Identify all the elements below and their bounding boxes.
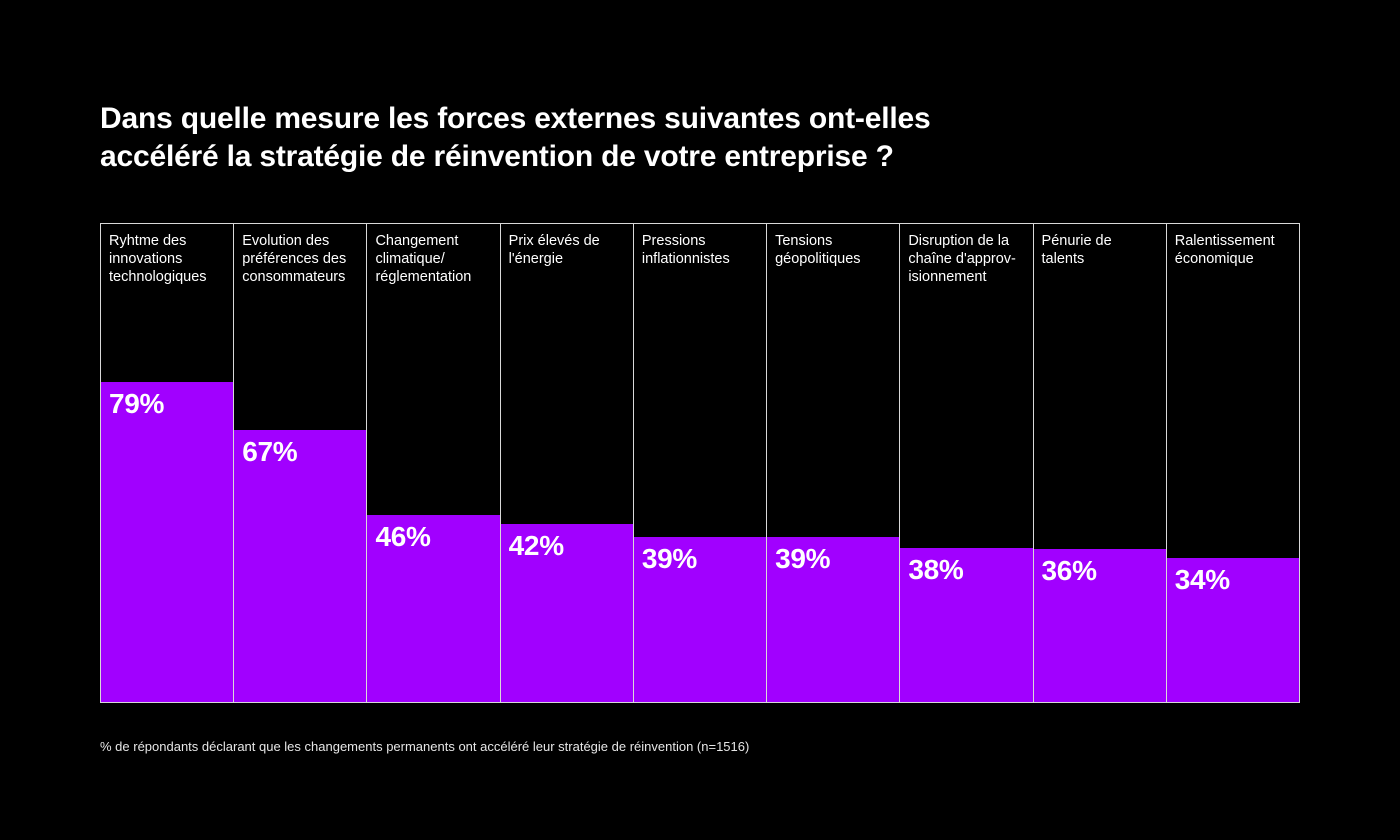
column-header: Pénurie de talents bbox=[1034, 223, 1166, 278]
bar-value-label: 79% bbox=[109, 388, 164, 420]
chart-column: Pénurie de talents 36% bbox=[1034, 223, 1167, 702]
bar-value-label: 39% bbox=[775, 543, 830, 575]
bar: 79% bbox=[101, 382, 233, 702]
column-header: Ryhtme des innovations technologiques bbox=[101, 223, 233, 296]
chart-page: Dans quelle mesure les forces externes s… bbox=[0, 0, 1400, 794]
column-body: 79% bbox=[101, 296, 233, 702]
bar: 34% bbox=[1167, 558, 1299, 702]
column-body: 42% bbox=[501, 278, 633, 702]
bar: 46% bbox=[367, 515, 499, 702]
bar-value-label: 42% bbox=[509, 530, 564, 562]
bar: 36% bbox=[1034, 549, 1166, 702]
column-header: Changement climatique/ réglementation bbox=[367, 223, 499, 296]
column-body: 39% bbox=[767, 278, 899, 702]
bar-value-label: 46% bbox=[375, 521, 430, 553]
chart-column: Changement climatique/ réglementation 46% bbox=[367, 223, 500, 702]
column-header: Disruption de la chaîne d'approv-isionne… bbox=[900, 223, 1032, 296]
bar: 38% bbox=[900, 548, 1032, 702]
column-header: Ralentissement économique bbox=[1167, 223, 1299, 278]
chart-footnote: % de répondants déclarant que les change… bbox=[100, 739, 1300, 754]
chart-column: Ralentissement économique 34% bbox=[1167, 223, 1300, 702]
bar: 42% bbox=[501, 524, 633, 702]
chart-column: Evolution des préférences des consommate… bbox=[234, 223, 367, 702]
bar-value-label: 67% bbox=[242, 436, 297, 468]
column-body: 46% bbox=[367, 296, 499, 702]
chart-column: Ryhtme des innovations technologiques 79% bbox=[101, 223, 234, 702]
column-header: Evolution des préférences des consommate… bbox=[234, 223, 366, 296]
column-body: 36% bbox=[1034, 278, 1166, 702]
bar-chart: Ryhtme des innovations technologiques 79%… bbox=[100, 223, 1300, 703]
bar-value-label: 39% bbox=[642, 543, 697, 575]
bar-value-label: 38% bbox=[908, 554, 963, 586]
bar-value-label: 36% bbox=[1042, 555, 1097, 587]
column-body: 39% bbox=[634, 278, 766, 702]
bar: 67% bbox=[234, 430, 366, 702]
chart-column: Disruption de la chaîne d'approv-isionne… bbox=[900, 223, 1033, 702]
column-header: Tensions géopolitiques bbox=[767, 223, 899, 278]
chart-column: Prix élevés de l'énergie 42% bbox=[501, 223, 634, 702]
column-body: 67% bbox=[234, 296, 366, 702]
bar: 39% bbox=[767, 537, 899, 702]
chart-title: Dans quelle mesure les forces externes s… bbox=[100, 100, 1000, 175]
column-body: 34% bbox=[1167, 278, 1299, 702]
chart-column: Pressions inflationnistes 39% bbox=[634, 223, 767, 702]
column-header: Pressions inflationnistes bbox=[634, 223, 766, 278]
bar-value-label: 34% bbox=[1175, 564, 1230, 596]
bar: 39% bbox=[634, 537, 766, 702]
column-header: Prix élevés de l'énergie bbox=[501, 223, 633, 278]
chart-column: Tensions géopolitiques 39% bbox=[767, 223, 900, 702]
column-body: 38% bbox=[900, 296, 1032, 702]
